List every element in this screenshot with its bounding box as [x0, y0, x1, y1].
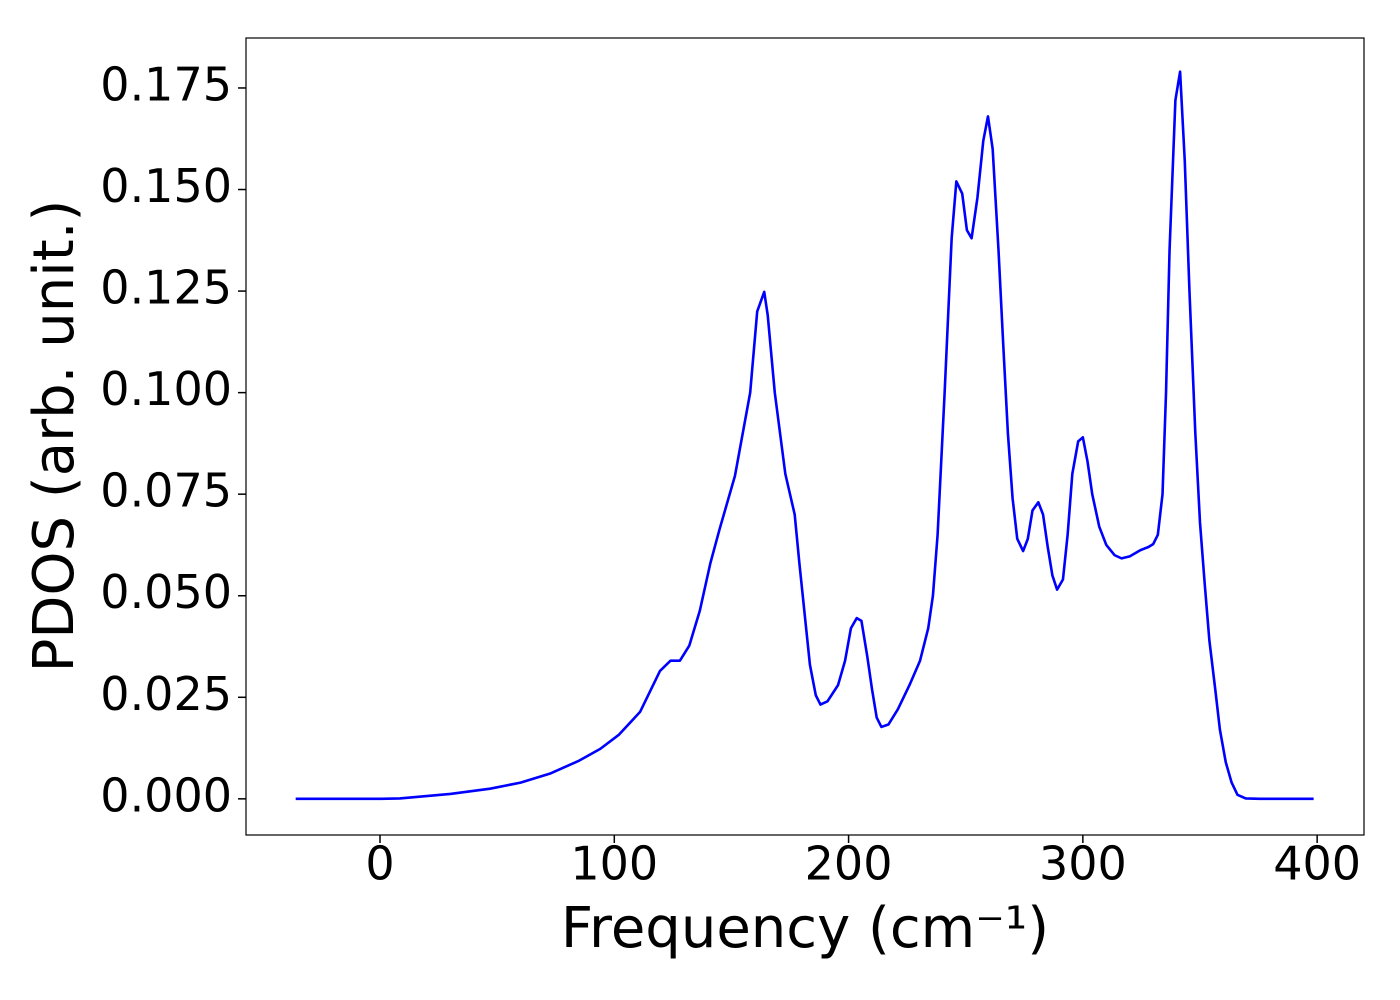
y-tick-label: 0.150 — [100, 159, 232, 213]
x-axis-label: Frequency (cm⁻¹) — [561, 896, 1049, 961]
y-tick-label: 0.000 — [100, 768, 232, 822]
plot-frame — [245, 37, 1365, 836]
x-tick-label: 300 — [1039, 837, 1127, 891]
data-line — [295, 70, 1314, 801]
x-tick-label: 100 — [570, 837, 658, 891]
y-tick-label: 0.100 — [100, 362, 232, 416]
x-tick-label: 400 — [1273, 837, 1361, 891]
y-tick-label: 0.175 — [100, 57, 232, 111]
y-tick-label: 0.025 — [100, 667, 232, 721]
y-axis-label: PDOS (arb. unit.) — [22, 200, 87, 673]
x-tick-label: 200 — [805, 837, 893, 891]
x-tick-label: 0 — [365, 837, 394, 891]
y-tick-label: 0.050 — [100, 565, 232, 619]
y-tick-label: 0.125 — [100, 261, 232, 315]
y-tick-label: 0.075 — [100, 464, 232, 518]
